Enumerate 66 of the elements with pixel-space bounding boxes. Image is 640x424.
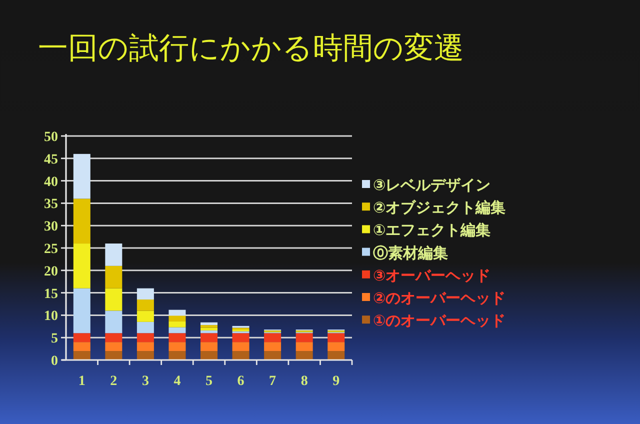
bar — [105, 288, 122, 311]
y-tick-label: 40 — [44, 174, 58, 190]
bar — [232, 342, 250, 352]
bar — [105, 310, 122, 334]
bar — [168, 333, 186, 342]
bar — [105, 266, 122, 288]
bar — [296, 333, 313, 342]
x-tick-label: 2 — [110, 374, 118, 389]
bar — [200, 333, 218, 342]
legend-item: ③レベルデザイン — [362, 176, 491, 194]
legend-item: ②のオーバーヘッド — [362, 289, 506, 307]
legend-item: ③オーバーヘッド — [362, 266, 491, 284]
bar — [200, 322, 218, 326]
bar — [168, 310, 186, 316]
y-tick-label: 50 — [44, 130, 58, 145]
x-tick-label: 6 — [237, 374, 244, 389]
bar — [136, 310, 154, 322]
bar — [105, 333, 122, 342]
chart-title: 一回の試行にかかる時間の変遷 — [38, 31, 464, 66]
bar — [328, 342, 345, 352]
bar — [264, 333, 282, 342]
bar — [105, 342, 122, 352]
y-tick-label: 35 — [44, 197, 58, 212]
bar — [296, 342, 313, 352]
y-tick-label: 15 — [44, 286, 58, 302]
bar — [136, 288, 154, 300]
y-tick-label: 30 — [44, 220, 58, 235]
x-tick-label: 5 — [206, 374, 212, 389]
bar — [328, 333, 345, 342]
bar — [200, 330, 218, 334]
bar — [105, 244, 122, 266]
x-tick-label: 7 — [269, 374, 276, 389]
legend-item: ⓪素材編集 — [362, 244, 448, 262]
legend-item: ①エフェクト編集 — [362, 221, 491, 240]
bar — [73, 154, 90, 199]
y-tick-label: 45 — [44, 152, 58, 168]
y-tick-label: 25 — [44, 242, 58, 257]
bar — [73, 244, 90, 288]
bar — [200, 342, 218, 352]
x-tick-label: 4 — [174, 374, 181, 389]
bar — [136, 342, 154, 352]
y-tick-label: 0 — [51, 354, 58, 369]
bar — [168, 327, 186, 334]
y-tick-label: 5 — [51, 332, 58, 347]
bar — [168, 342, 186, 352]
x-tick-label: 9 — [332, 374, 340, 389]
bar — [73, 333, 90, 342]
bar — [73, 198, 90, 244]
y-tick-label: 20 — [44, 264, 58, 280]
legend-item: ①のオーバーヘッド — [362, 312, 506, 330]
y-tick-label: 10 — [44, 309, 58, 324]
x-tick-label: 1 — [78, 374, 86, 389]
bar — [232, 333, 250, 342]
legend-item: ②オブジェクト編集 — [362, 198, 506, 217]
bar — [200, 325, 218, 328]
bar — [264, 342, 282, 352]
bar — [73, 342, 90, 352]
bar — [136, 322, 154, 334]
x-tick-label: 3 — [142, 374, 149, 389]
bar — [136, 300, 154, 311]
x-tick-label: 8 — [300, 374, 308, 389]
bar — [136, 333, 154, 342]
bar — [73, 288, 90, 334]
bar — [168, 316, 186, 322]
bar — [168, 321, 186, 328]
bar — [200, 328, 218, 330]
